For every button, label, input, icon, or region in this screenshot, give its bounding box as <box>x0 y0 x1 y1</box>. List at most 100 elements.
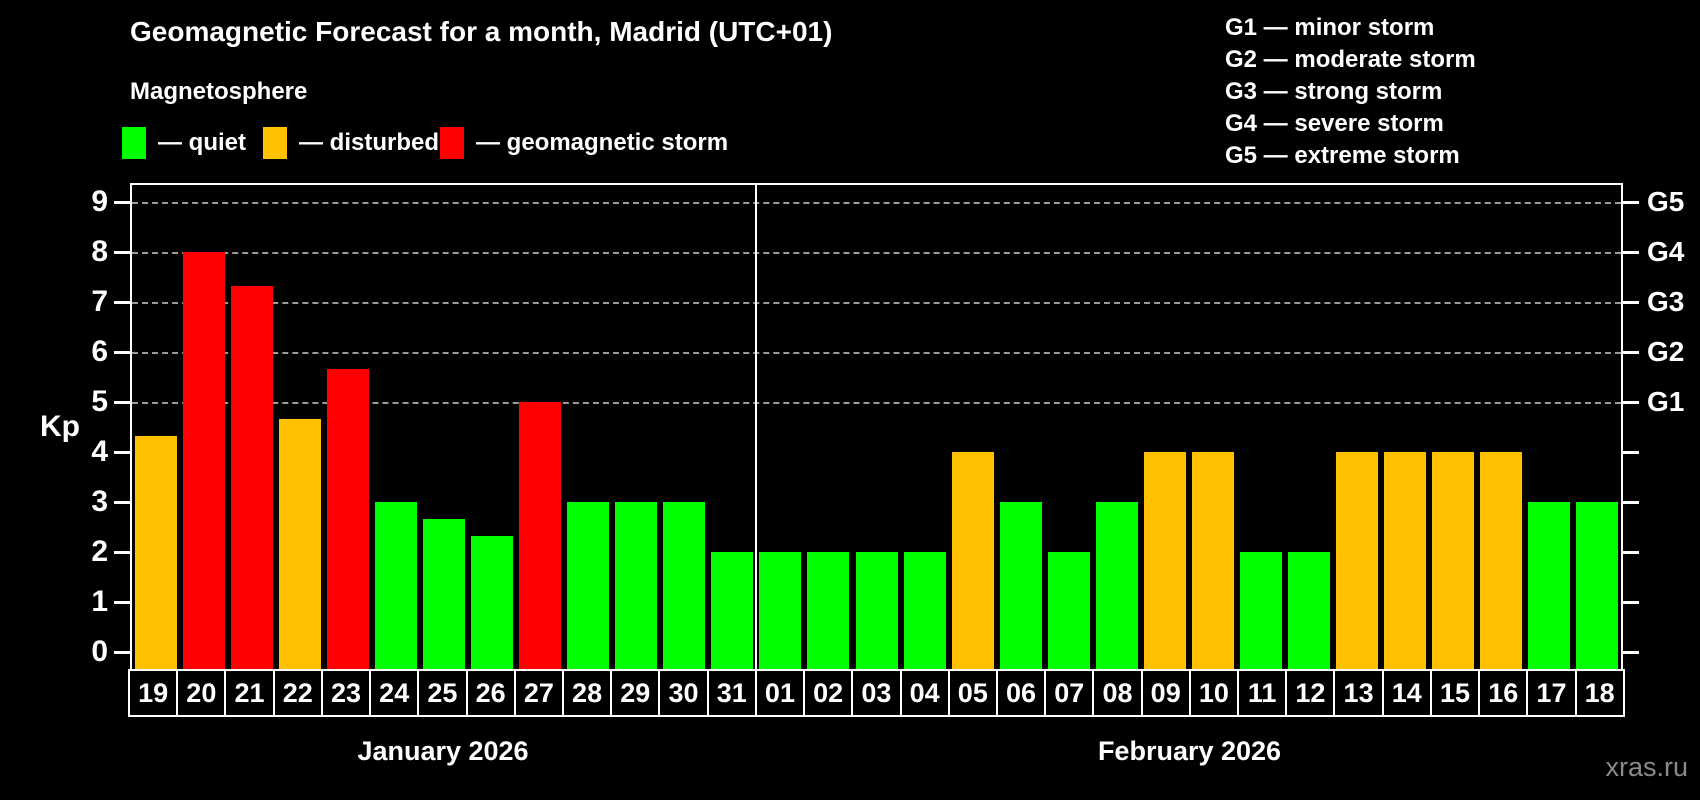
left-tick-kp4 <box>114 451 130 454</box>
kp-bar-day-01 <box>759 552 802 669</box>
kp-bar-day-17 <box>1527 502 1570 669</box>
y-tick-label-8: 8 <box>91 235 108 268</box>
right-tick-kp0 <box>1623 651 1639 654</box>
right-tick-kp3 <box>1623 501 1639 504</box>
kp-bar-day-09 <box>1143 452 1186 669</box>
kp-bar-day-31 <box>711 552 754 669</box>
g4-legend-line: G4 — severe storm <box>1225 110 1444 137</box>
right-tick-kp4 <box>1623 451 1639 454</box>
y-tick-label-3: 3 <box>91 485 108 518</box>
y-tick-label-5: 5 <box>91 385 108 418</box>
left-tick-kp7 <box>114 301 130 304</box>
y-tick-label-4: 4 <box>91 435 108 468</box>
day-box-19: 19 <box>130 671 177 715</box>
day-box-09: 09 <box>1140 671 1189 715</box>
kp-bar-day-14 <box>1383 452 1426 669</box>
kp-bar-day-07 <box>1047 552 1090 669</box>
legend-label-disturbed: — disturbed <box>299 129 440 156</box>
kp-bar-day-06 <box>999 502 1042 669</box>
day-box-30: 30 <box>658 671 707 715</box>
day-box-16: 16 <box>1478 671 1527 715</box>
kp-bar-day-20 <box>183 252 226 669</box>
kp-bar-day-28 <box>567 502 610 669</box>
legend-label-storm: — geomagnetic storm <box>476 129 729 156</box>
day-label-row: 19 20 21 22 23 24 25 26 27 28 29 30 31 01 02 03 04 05 06 07… <box>128 669 1625 717</box>
day-box-11: 11 <box>1237 671 1286 715</box>
g3-legend-line: G3 — strong storm <box>1225 78 1443 105</box>
kp-bar-day-26 <box>471 535 514 669</box>
kp-bar-day-24 <box>375 502 418 669</box>
kp-bar-day-30 <box>663 502 706 669</box>
kp-bar-day-27 <box>519 402 562 669</box>
left-tick-kp8 <box>114 251 130 254</box>
legend-label-quiet: — quiet <box>158 129 246 156</box>
kp-bar-day-11 <box>1239 552 1282 669</box>
day-box-31: 31 <box>706 671 755 715</box>
chart-title: Geomagnetic Forecast for a month, Madrid… <box>130 16 833 47</box>
day-box-04: 04 <box>899 671 948 715</box>
day-box-14: 14 <box>1381 671 1430 715</box>
gridline-kp5 <box>132 402 1621 404</box>
right-tick-kp9 <box>1623 201 1639 204</box>
kp-bar-day-04 <box>903 552 946 669</box>
legend-item-quiet: — quiet <box>122 127 246 159</box>
right-tick-kp1 <box>1623 601 1639 604</box>
month-label-february: February 2026 <box>1097 736 1282 766</box>
y-tick-label-1: 1 <box>91 585 108 618</box>
day-box-20: 20 <box>176 671 225 715</box>
day-box-23: 23 <box>320 671 370 715</box>
y-tick-label-9: 9 <box>91 185 108 218</box>
kp-bar-day-02 <box>807 552 850 669</box>
month-label-january: January 2026 <box>357 736 529 766</box>
right-tick-kp6 <box>1623 351 1639 354</box>
g5-legend-line: G5 — extreme storm <box>1225 142 1460 169</box>
left-tick-kp2 <box>114 551 130 554</box>
right-tick-kp2 <box>1623 551 1639 554</box>
left-tick-kp1 <box>114 601 130 604</box>
right-axis-label-g1: G1 <box>1647 386 1685 417</box>
day-box-18: 18 <box>1574 671 1623 715</box>
y-tick-label-0: 0 <box>91 635 108 668</box>
left-tick-kp9 <box>114 201 130 204</box>
legend-item-storm: — geomagnetic storm <box>440 127 728 159</box>
kp-bar-day-03 <box>855 552 898 669</box>
day-box-06: 06 <box>995 671 1045 715</box>
day-box-03: 03 <box>851 671 900 715</box>
g1-legend-line: G1 — minor storm <box>1225 14 1435 41</box>
magnetosphere-label: Magnetosphere <box>130 78 308 105</box>
day-box-13: 13 <box>1333 671 1382 715</box>
day-box-25: 25 <box>417 671 466 715</box>
kp-bar-day-05 <box>951 452 994 669</box>
left-tick-kp6 <box>114 351 130 354</box>
quiet-color-swatch <box>122 127 146 159</box>
g2-legend-line: G2 — moderate storm <box>1225 46 1476 73</box>
month-separator-line <box>755 185 758 669</box>
kp-bar-day-13 <box>1335 452 1378 669</box>
gridline-kp6 <box>132 352 1621 354</box>
kp-bar-day-16 <box>1479 452 1522 669</box>
day-box-10: 10 <box>1188 671 1238 715</box>
right-tick-kp7 <box>1623 301 1639 304</box>
kp-bar-day-12 <box>1287 552 1330 669</box>
day-box-29: 29 <box>610 671 659 715</box>
day-box-27: 27 <box>513 671 562 715</box>
plot-area <box>130 183 1623 669</box>
day-box-17: 17 <box>1526 671 1575 715</box>
right-axis-label-g3: G3 <box>1647 286 1685 317</box>
left-tick-kp0 <box>114 651 130 654</box>
kp-bar-day-18 <box>1575 502 1618 669</box>
kp-bar-day-29 <box>615 502 658 669</box>
kp-bar-day-21 <box>231 285 274 669</box>
g-scale-legend: G1 — minor storm G2 — moderate storm G3 … <box>1225 12 1476 172</box>
gridline-kp9 <box>132 202 1621 204</box>
kp-bar-day-19 <box>135 435 178 669</box>
day-box-08: 08 <box>1092 671 1141 715</box>
day-box-15: 15 <box>1429 671 1479 715</box>
y-tick-label-2: 2 <box>91 535 108 568</box>
day-box-01: 01 <box>754 671 804 715</box>
kp-bar-day-10 <box>1191 452 1234 669</box>
day-box-26: 26 <box>465 671 514 715</box>
day-box-24: 24 <box>369 671 418 715</box>
right-tick-kp5 <box>1623 401 1639 404</box>
